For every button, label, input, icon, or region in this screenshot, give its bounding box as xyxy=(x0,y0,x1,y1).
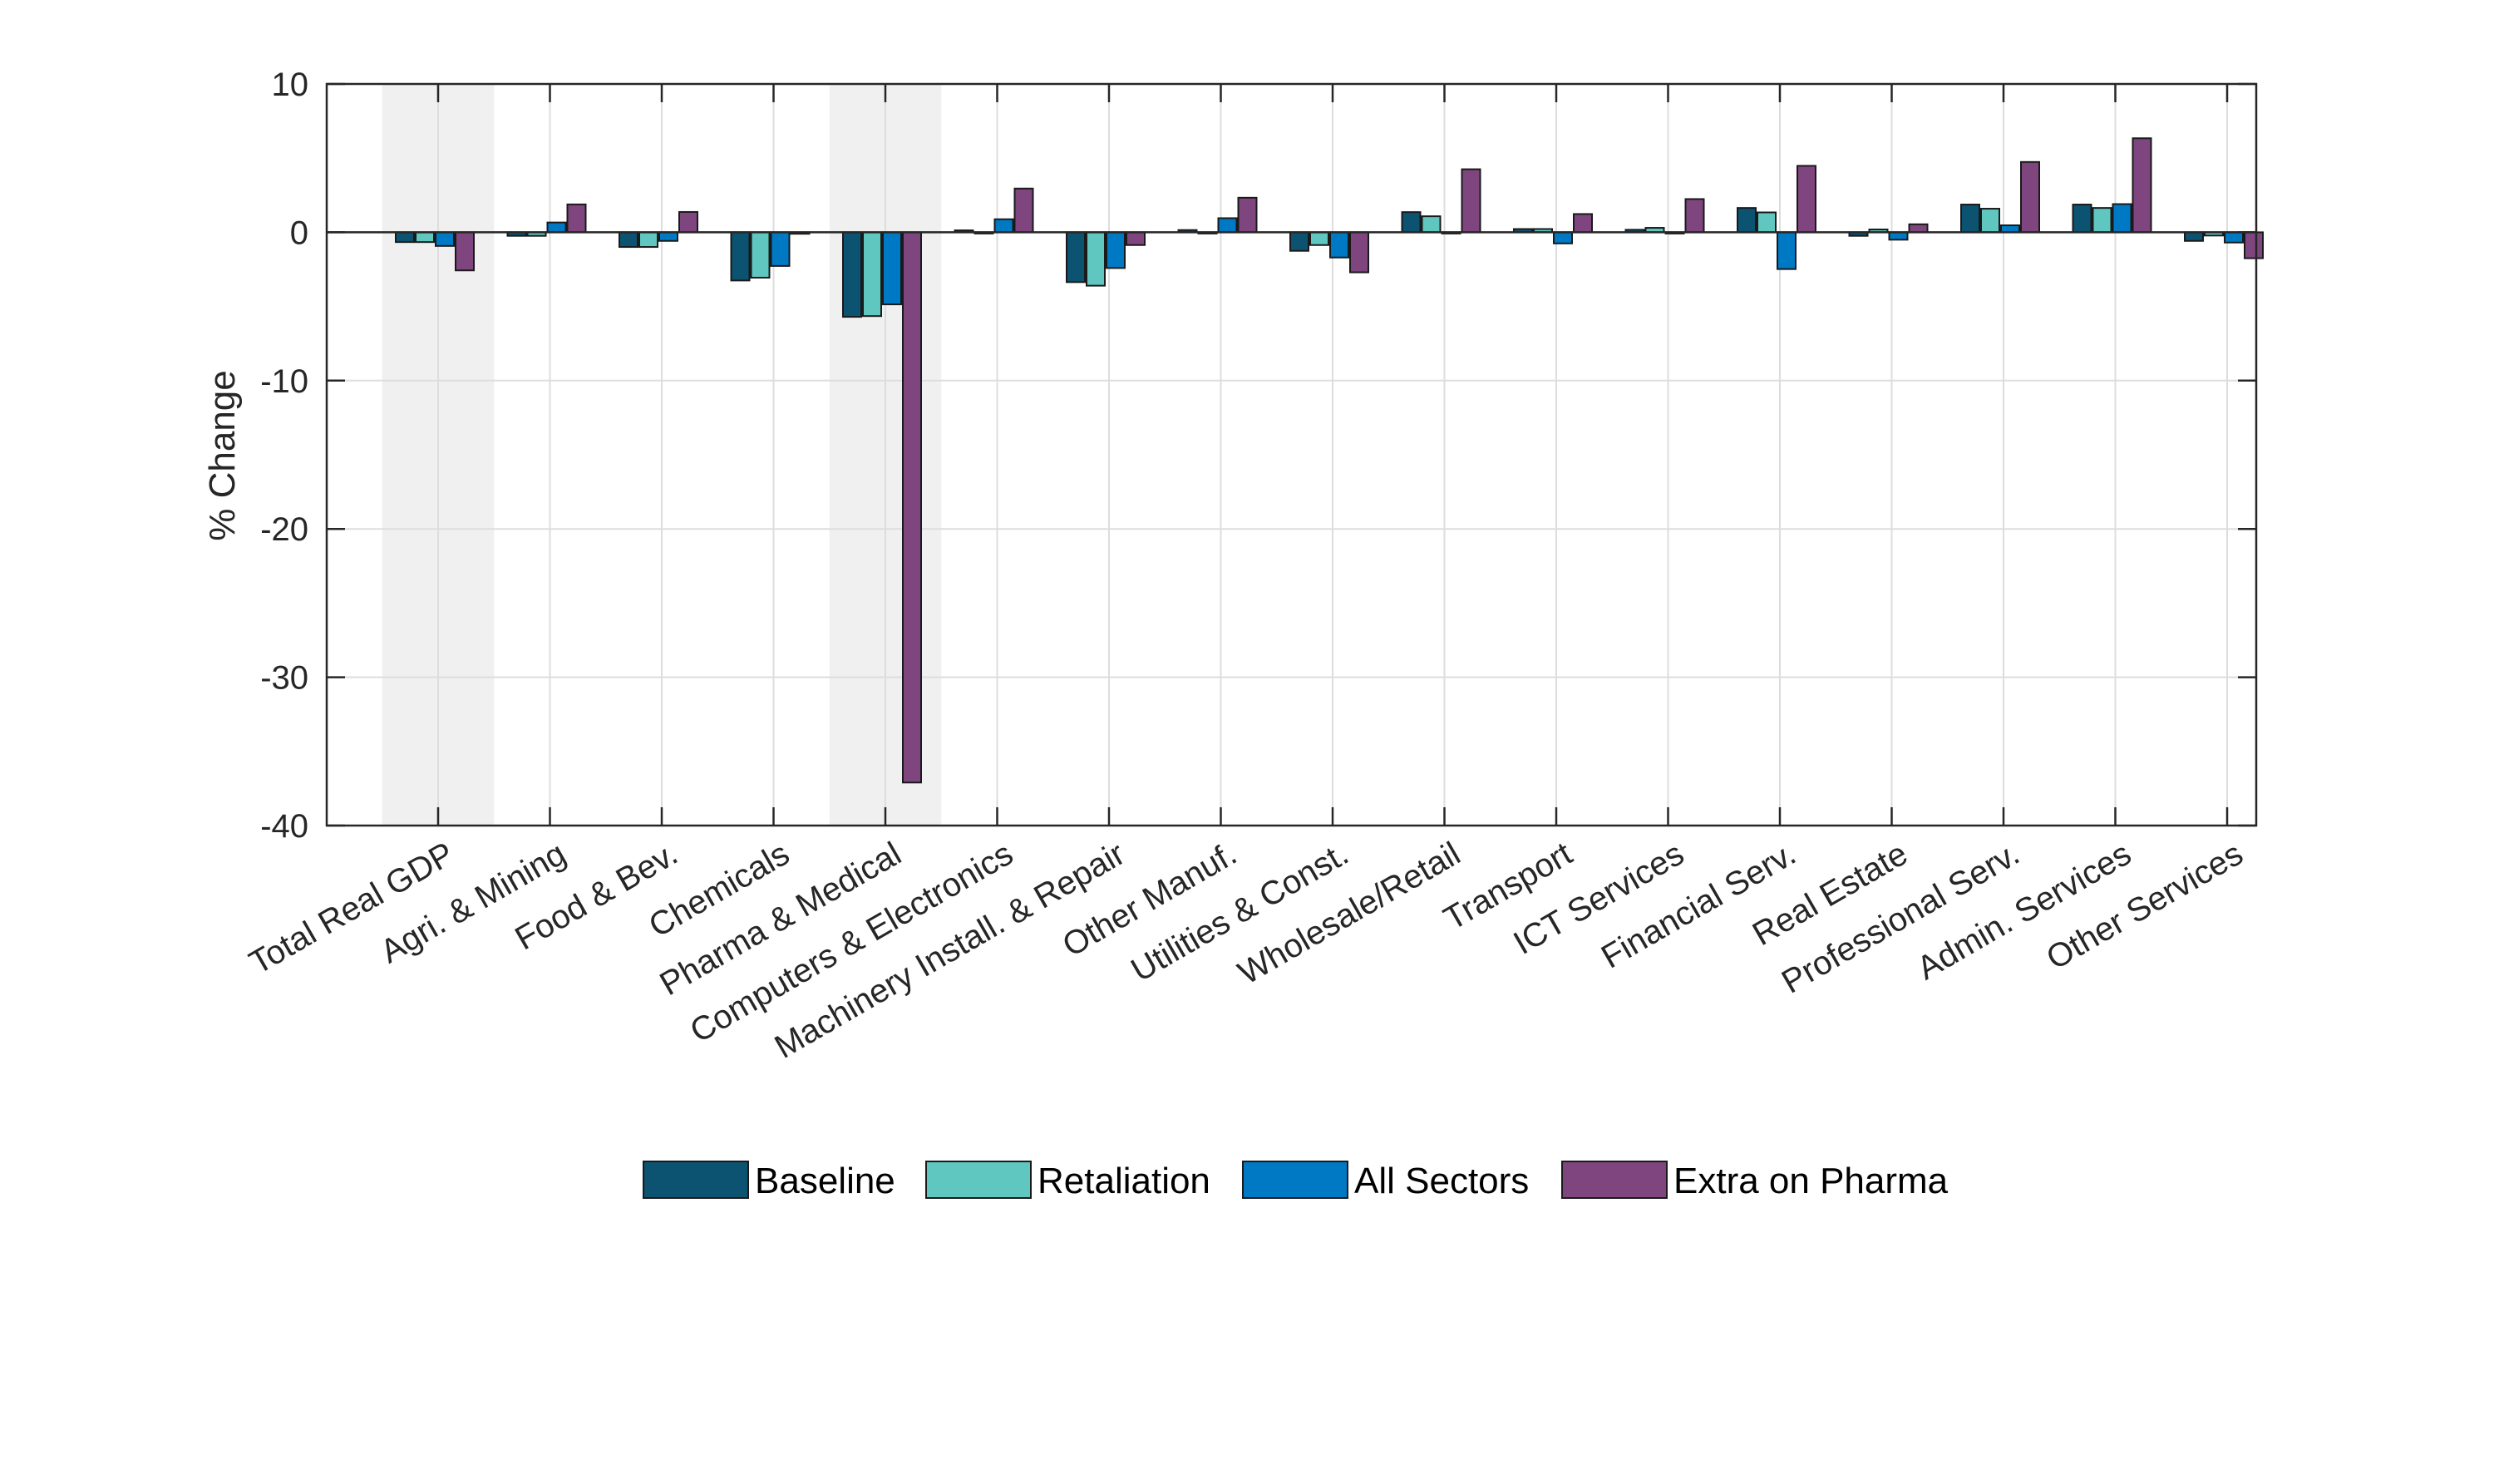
x-tick-label: Financial Serv. xyxy=(1595,836,1802,976)
bar-all-sectors xyxy=(2000,224,2020,234)
axes-box xyxy=(325,82,2258,827)
bar-extra-on-pharma xyxy=(455,231,475,272)
bar-baseline xyxy=(1960,204,1980,234)
bar-retaliation xyxy=(1757,211,1777,234)
bar-all-sectors xyxy=(770,231,791,267)
bar-baseline xyxy=(1066,231,1086,283)
bar-all-sectors xyxy=(1777,231,1797,270)
bar-all-sectors xyxy=(993,218,1014,234)
highlight-bands xyxy=(327,84,2256,826)
bar-all-sectors xyxy=(1553,231,1573,244)
bar-baseline xyxy=(1289,231,1309,252)
legend-item: Baseline xyxy=(643,1161,895,1201)
bar-baseline xyxy=(842,231,862,318)
y-axis-label: % Change xyxy=(202,370,243,540)
legend-item: Extra on Pharma xyxy=(1561,1161,1949,1201)
legend-swatch xyxy=(1561,1161,1668,1199)
bar-extra-on-pharma xyxy=(1013,187,1034,234)
bar-extra-on-pharma xyxy=(1461,168,1481,234)
legend-label: Baseline xyxy=(755,1161,895,1201)
bar-all-sectors xyxy=(2112,203,2132,234)
legend-swatch xyxy=(1242,1161,1348,1199)
bar-baseline xyxy=(730,231,751,282)
bar-all-sectors xyxy=(2224,231,2244,244)
bar-extra-on-pharma xyxy=(2020,160,2040,234)
legend-item: All Sectors xyxy=(1242,1161,1529,1201)
y-tick-label: 10 xyxy=(272,67,309,103)
bar-all-sectors xyxy=(658,231,678,242)
bar-extra-on-pharma xyxy=(1908,223,1929,234)
bar-retaliation xyxy=(1980,208,2000,234)
bar-extra-on-pharma xyxy=(1797,165,1816,234)
bar-retaliation xyxy=(750,231,771,279)
legend-swatch xyxy=(925,1161,1032,1199)
bar-baseline xyxy=(1401,211,1422,234)
bar-retaliation xyxy=(415,231,435,244)
bar-extra-on-pharma xyxy=(566,203,587,234)
plot-area xyxy=(327,84,2256,826)
bar-extra-on-pharma xyxy=(902,231,922,784)
bar-all-sectors xyxy=(435,231,455,247)
bar-retaliation xyxy=(862,231,882,318)
bar-baseline xyxy=(395,231,415,244)
bar-all-sectors xyxy=(546,221,567,234)
y-tick-labels: 10 0 -10 -20 -30 -40 xyxy=(260,67,308,845)
bar-baseline xyxy=(619,231,638,249)
bar-extra-on-pharma xyxy=(1573,213,1593,234)
bar-retaliation xyxy=(638,231,658,249)
bar-extra-on-pharma xyxy=(2244,231,2264,259)
bar-extra-on-pharma xyxy=(1684,198,1705,234)
legend-label: Retaliation xyxy=(1038,1161,1210,1201)
bar-all-sectors xyxy=(882,231,902,306)
bar-retaliation xyxy=(2092,207,2112,234)
bar-all-sectors xyxy=(1888,231,1909,241)
bar-extra-on-pharma xyxy=(1126,231,1146,246)
legend-label: Extra on Pharma xyxy=(1673,1161,1949,1201)
bar-extra-on-pharma xyxy=(678,210,698,234)
axes xyxy=(325,82,2258,827)
bar-retaliation xyxy=(1086,231,1106,287)
bar-all-sectors xyxy=(1217,217,1238,234)
y-tick-label: -10 xyxy=(260,363,308,400)
legend: Baseline Retaliation All Sectors Extra on P… xyxy=(643,1161,1949,1201)
x-tick-label: Other Services xyxy=(2040,836,2249,977)
bar-all-sectors xyxy=(1106,231,1126,269)
bar-all-sectors xyxy=(1329,231,1349,259)
bar-extra-on-pharma xyxy=(2132,137,2152,234)
bar-baseline xyxy=(1737,207,1757,234)
legend-item: Retaliation xyxy=(925,1161,1210,1201)
legend-swatch xyxy=(643,1161,749,1199)
y-tick-label: -20 xyxy=(260,511,308,548)
bar-baseline xyxy=(2184,231,2204,242)
bar-retaliation xyxy=(1309,231,1329,246)
y-tick-label: -40 xyxy=(260,808,308,845)
x-tick-label: Agri. & Mining xyxy=(374,836,572,971)
legend-label: All Sectors xyxy=(1354,1161,1529,1201)
y-tick-label: 0 xyxy=(290,214,308,251)
bar-extra-on-pharma xyxy=(1237,196,1258,234)
bar-extra-on-pharma xyxy=(1349,231,1369,274)
bar-baseline xyxy=(2072,204,2092,234)
y-tick-label: -30 xyxy=(260,660,308,697)
bar-retaliation xyxy=(1421,215,1442,234)
